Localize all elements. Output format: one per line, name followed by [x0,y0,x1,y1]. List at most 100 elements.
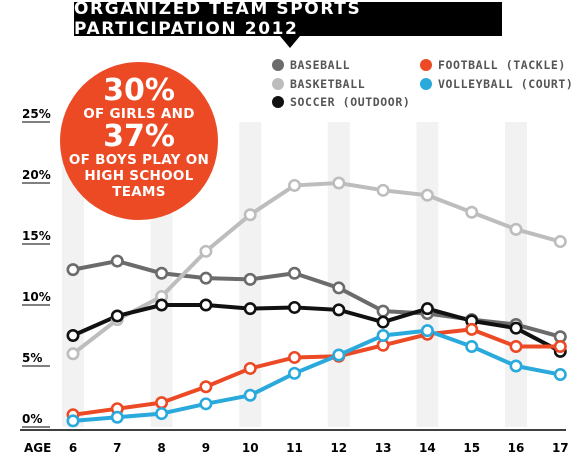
data-point [465,322,479,336]
x-tick-label: 17 [552,441,569,455]
x-tick-label: 11 [286,441,303,455]
x-tick-label: 12 [330,441,347,455]
data-point [243,388,257,402]
legend-swatch [272,59,284,71]
data-point [420,324,434,338]
x-axis: AGE 6 7 8 9 10 11 12 13 14 15 16 17 [20,429,569,455]
data-point [376,183,390,197]
data-point [553,339,567,353]
series-line-volleyball-court- [72,328,561,423]
data-point [287,178,301,192]
legend-swatch [272,96,284,108]
y-tick-label: 20% [22,168,51,182]
data-point [465,339,479,353]
x-tick-label: 16 [508,441,525,455]
y-axis: 0% 5% 10% 15% 20% 25% [22,107,51,428]
data-point [243,272,257,286]
legend-label: VOLLEYBALL (COURT) [438,77,574,91]
legend-label: BASEBALL [290,58,351,72]
data-point [66,328,80,342]
y-tick-label: 10% [22,290,51,304]
legend-swatch [420,59,432,71]
grid-band [505,122,527,427]
grid-band [416,122,439,427]
y-tick-label: 25% [22,107,51,121]
data-point [199,298,213,312]
data-point [155,407,169,421]
data-point [66,414,80,428]
series-lines [71,181,562,423]
legend-item: BASKETBALL [272,77,365,91]
x-tick-label: 8 [157,441,165,455]
data-point [199,380,213,394]
x-tick-label: 9 [202,441,210,455]
series-points [66,176,567,428]
data-point [110,410,124,424]
callout-bubble: 30% OF GIRLS AND 37% OF BOYS PLAY ON HIG… [60,62,218,220]
data-point [332,303,346,317]
data-point [155,298,169,312]
x-tick-label: 14 [419,441,436,455]
data-point [376,328,390,342]
data-point [332,281,346,295]
x-tick-label: 6 [69,441,77,455]
title-pointer [280,36,300,48]
x-tick-label: 10 [242,441,259,455]
data-point [287,300,301,314]
legend-item: VOLLEYBALL (COURT) [420,77,573,91]
data-point [243,302,257,316]
data-point [199,244,213,258]
series-line-basketball [71,181,561,356]
data-point [287,350,301,364]
data-point [509,222,523,236]
data-point [66,347,80,361]
data-point [376,315,390,329]
legend-item: SOCCER (OUTDOOR) [272,95,410,109]
callout-high-school-text: HIGH SCHOOL [84,168,194,184]
data-point [110,309,124,323]
y-tick-label: 5% [22,351,42,365]
grid-band [327,122,350,427]
x-tick-label: 15 [463,441,480,455]
data-point [420,188,434,202]
data-point [553,368,567,382]
x-axis-label: AGE [24,441,51,455]
data-point [243,208,257,222]
data-point [509,339,523,353]
data-point [509,321,523,335]
chart-title: ORGANIZED TEAM SPORTS PARTICIPATION 2012 [74,0,502,39]
x-tick-label: 7 [113,441,121,455]
series-line-football-tackle- [72,327,561,417]
legend-swatch [272,78,284,90]
callout-teams-text: TEAMS [112,184,166,200]
data-point [376,304,390,318]
data-point [420,302,434,316]
data-point [332,176,346,190]
legend-label: SOCCER (OUTDOOR) [290,95,411,109]
data-point [465,205,479,219]
data-point [509,359,523,373]
y-tick-label: 15% [22,229,51,243]
x-tick-label: 13 [375,441,392,455]
data-point [155,396,169,410]
data-point [287,366,301,380]
data-point [199,397,213,411]
data-point [332,348,346,362]
legend-item: BASEBALL [272,58,350,72]
callout-girls-percent: 30% [103,73,175,108]
data-point [287,266,301,280]
legend-swatch [420,78,432,90]
data-point [553,235,567,249]
callout-boys-percent: 37% [103,119,175,154]
data-point [199,271,213,285]
callout-girls-text: OF GIRLS AND [83,106,195,122]
data-point [66,263,80,277]
data-point [155,266,169,280]
y-tick-label: 0% [22,412,42,426]
series-line-soccer-outdoor- [72,303,562,354]
data-point [110,254,124,268]
legend-label: BASKETBALL [290,77,366,91]
callout-boys-text: OF BOYS PLAY ON [68,152,210,168]
legend-label: FOOTBALL (TACKLE) [438,58,566,72]
